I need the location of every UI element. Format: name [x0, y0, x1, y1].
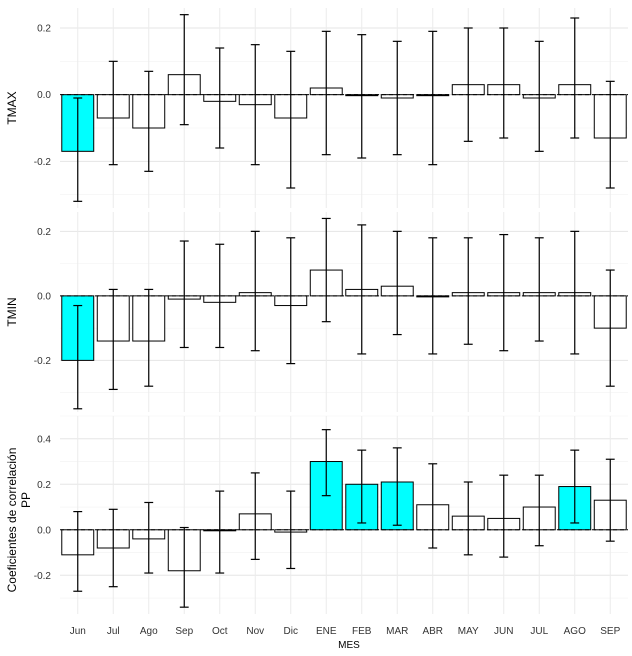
x-axis-labels: Jun Jul Ago Sep Oct Nov Dic ENE FEB MAR ABR MAY JUN J…	[70, 626, 621, 637]
error-bar-abr	[428, 30, 438, 166]
x-tick-label: FEB	[352, 626, 372, 637]
error-bar-jun	[73, 97, 83, 202]
y-axis-title: Coeficientes de correlación	[5, 448, 19, 593]
error-bar-jul	[534, 474, 544, 547]
x-axis-title: MES	[338, 640, 360, 651]
error-bar-mar	[392, 230, 402, 336]
x-tick-label: MAR	[386, 626, 408, 637]
panel-tmax: -0.2 0.0 0.2 TMAX	[5, 8, 628, 208]
error-bar-jun	[499, 233, 509, 352]
panel-pp: -0.2 0.0 0.2 0.4 PP	[19, 415, 628, 614]
error-bar-ago	[570, 230, 580, 355]
y-tick-label: -0.2	[34, 157, 52, 168]
error-bar-may	[463, 481, 473, 556]
error-bar-jul	[108, 60, 118, 166]
y-tick-label: 0.2	[37, 480, 51, 491]
error-bar-nov	[250, 472, 260, 560]
error-bar-jun	[73, 304, 83, 410]
x-tick-label: Sep	[175, 626, 193, 637]
error-bar-jun	[73, 510, 83, 592]
error-bar-may	[463, 27, 473, 142]
error-bar-dic	[286, 237, 296, 365]
x-tick-label: Nov	[246, 626, 264, 637]
error-bar-oct	[215, 243, 225, 349]
x-tick-label: SEP	[600, 626, 620, 637]
error-bar-feb	[357, 449, 367, 524]
x-tick-label: Ago	[140, 626, 158, 637]
x-tick-label: JUN	[494, 626, 513, 637]
error-bar-feb	[357, 224, 367, 355]
error-bar-jul	[534, 237, 544, 342]
error-bar-ene	[321, 429, 331, 497]
error-bar-jun	[499, 474, 509, 558]
x-tick-label: Dic	[284, 626, 298, 637]
error-bar-sep	[605, 458, 615, 542]
error-bar-sep	[605, 269, 615, 387]
panel-title: TMIN	[5, 297, 19, 326]
error-bar-ago	[144, 288, 154, 387]
y-tick-label: 0.0	[37, 90, 51, 101]
error-bar-jun	[499, 27, 509, 139]
y-tick-label: -0.2	[34, 571, 52, 582]
error-bar-abr	[428, 237, 438, 355]
y-tick-label: 0.0	[37, 525, 51, 536]
error-bar-sep	[179, 240, 189, 349]
error-bar-nov	[250, 44, 260, 166]
error-bar-ago	[144, 70, 154, 172]
x-tick-label: ENE	[316, 626, 337, 637]
x-tick-label: AGO	[564, 626, 586, 637]
error-bar-mar	[392, 40, 402, 156]
error-bar-ene	[321, 30, 331, 156]
panel-tmin: -0.2 0.0 0.2 TMIN	[5, 212, 628, 412]
error-bar-feb	[357, 34, 367, 159]
error-bar-dic	[286, 490, 296, 570]
chart-panels: -0.2 0.0 0.2 TMAX -0.2 0.0 0.2 TMIN -0.2 0.0 0.2 0.…	[5, 8, 628, 614]
x-tick-label: ABR	[422, 626, 443, 637]
error-bar-jul	[108, 508, 118, 588]
panel-title: PP	[19, 492, 33, 508]
y-tick-label: 0.4	[37, 434, 51, 445]
x-tick-label: JUL	[530, 626, 548, 637]
error-bar-sep	[605, 80, 615, 189]
x-tick-label: Oct	[212, 626, 228, 637]
error-bar-ago	[570, 17, 580, 139]
y-tick-label: 0.0	[37, 291, 51, 302]
error-bar-nov	[250, 230, 260, 352]
error-bar-ago	[144, 501, 154, 574]
x-tick-label: MAY	[458, 626, 479, 637]
error-bar-jul	[534, 40, 544, 152]
y-tick-label: -0.2	[34, 356, 52, 367]
error-bar-ene	[321, 217, 331, 323]
error-bar-ago	[570, 449, 580, 524]
error-bar-mar	[392, 447, 402, 526]
panel-title: TMAX	[5, 91, 19, 124]
error-bar-sep	[179, 526, 189, 608]
error-bar-may	[463, 237, 473, 345]
error-bar-oct	[215, 490, 225, 574]
error-bar-dic	[286, 50, 296, 189]
x-tick-label: Jun	[70, 626, 86, 637]
y-tick-label: 0.2	[37, 227, 51, 238]
error-bar-abr	[428, 463, 438, 549]
error-bar-jul	[108, 288, 118, 391]
y-tick-label: 0.2	[37, 24, 51, 35]
error-bar-oct	[215, 47, 225, 149]
error-bar-sep	[179, 14, 189, 126]
x-tick-label: Jul	[107, 626, 120, 637]
